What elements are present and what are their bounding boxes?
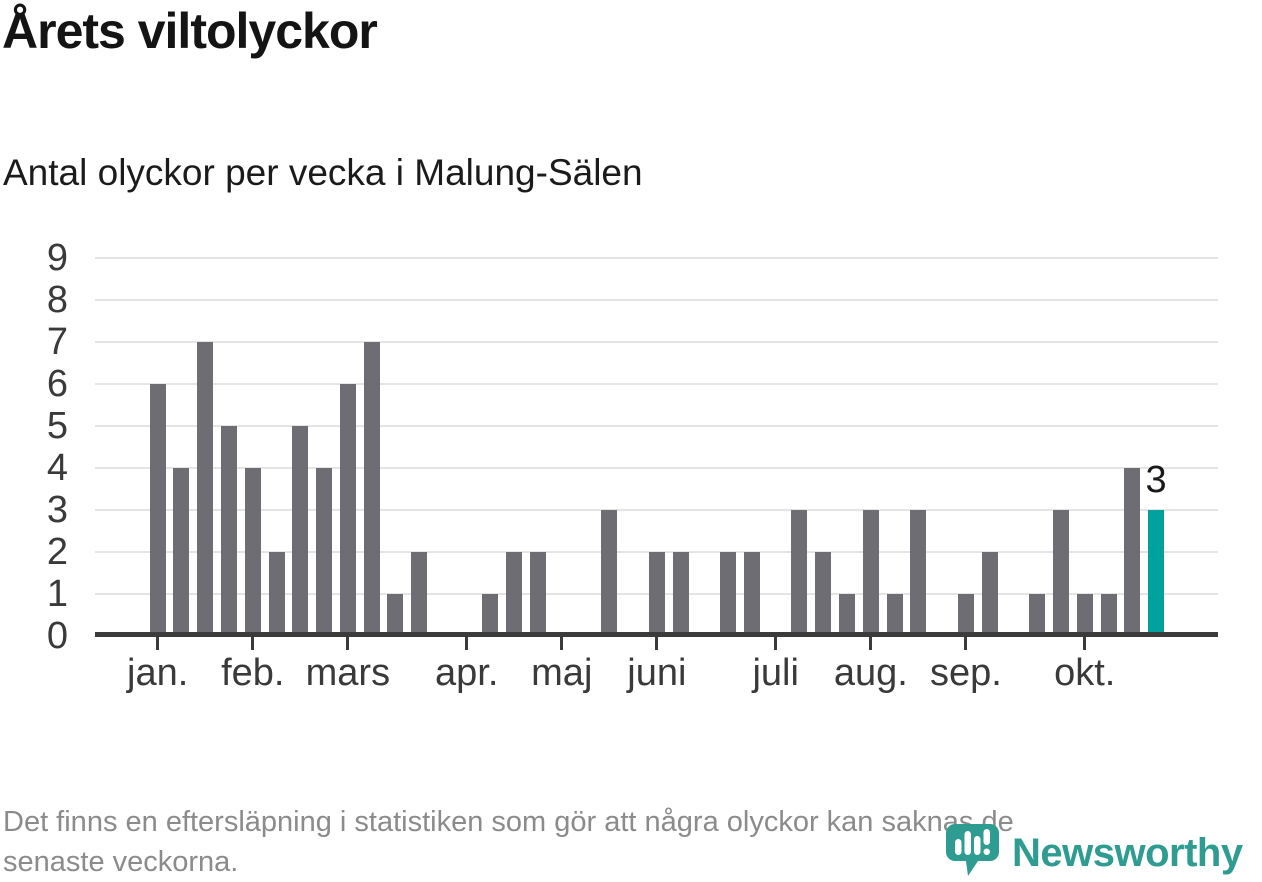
x-axis-tick <box>251 637 255 650</box>
bar <box>1052 509 1069 636</box>
bar <box>197 341 214 636</box>
bar <box>910 509 927 636</box>
x-axis-tick <box>869 637 873 650</box>
bar <box>1100 593 1117 636</box>
x-axis-month-label: juli <box>752 652 799 694</box>
gridline <box>95 508 1218 511</box>
x-axis-month-label: apr. <box>435 652 499 694</box>
bar <box>957 593 974 636</box>
footnote-line-2: senaste veckorna. <box>3 846 239 878</box>
x-axis-tick <box>1083 637 1087 650</box>
x-axis-tick <box>655 637 659 650</box>
x-axis-month-label: juni <box>627 652 687 694</box>
bar <box>1076 593 1093 636</box>
chart-title: Årets viltolyckor <box>2 3 378 59</box>
gridline <box>95 424 1218 427</box>
bar <box>173 467 190 636</box>
bar <box>601 509 618 636</box>
highlight-bar <box>1148 509 1165 636</box>
bar <box>387 593 404 636</box>
x-axis-month-label: feb. <box>221 652 285 694</box>
bar <box>506 551 523 636</box>
bar <box>839 593 856 636</box>
x-axis-tick <box>964 637 968 650</box>
x-axis-month-label: sep. <box>929 652 1002 694</box>
newsworthy-logo-text: Newsworthy <box>1012 831 1243 875</box>
bar <box>149 383 166 636</box>
y-axis-label: 7 <box>46 320 68 363</box>
bar <box>815 551 832 636</box>
bar <box>316 467 333 636</box>
bar <box>411 551 428 636</box>
y-axis-label: 1 <box>46 572 68 615</box>
bar <box>1029 593 1046 636</box>
newsworthy-logo: Newsworthy <box>946 824 1243 877</box>
x-axis-month-label: maj <box>531 652 593 694</box>
x-axis-tick <box>560 637 564 650</box>
gridline <box>95 340 1218 343</box>
y-axis-label: 8 <box>46 278 68 321</box>
y-axis-label: 3 <box>46 488 68 531</box>
y-axis-label: 5 <box>46 404 68 447</box>
x-axis-tick <box>156 637 160 650</box>
bar <box>1124 467 1141 636</box>
newsworthy-chart-bubble-icon <box>946 824 999 876</box>
y-axis-label: 9 <box>46 236 68 279</box>
bar <box>363 341 380 636</box>
bar <box>268 551 285 636</box>
bar <box>720 551 737 636</box>
gridline <box>95 382 1218 385</box>
bar <box>743 551 760 636</box>
x-axis-month-label: aug. <box>833 652 908 694</box>
bar-value-label: 3 <box>1145 458 1167 501</box>
chart-subtitle: Antal olyckor per vecka i Malung-Sälen <box>3 152 643 193</box>
x-axis-month-label: okt. <box>1054 652 1116 694</box>
bar <box>244 467 261 636</box>
gridline <box>95 298 1218 301</box>
bar <box>482 593 499 636</box>
bar <box>981 551 998 636</box>
gridline <box>95 256 1218 259</box>
x-axis-month-label: jan. <box>127 652 189 694</box>
y-axis-label: 0 <box>46 615 68 657</box>
footnote-line-1: Det finns en eftersläpning i statistiken… <box>3 806 1014 838</box>
x-axis-line <box>95 632 1218 637</box>
y-axis-label: 2 <box>46 530 68 573</box>
bar <box>339 383 356 636</box>
bar <box>886 593 903 636</box>
x-axis-tick <box>774 637 778 650</box>
bar <box>648 551 665 636</box>
x-axis-tick <box>465 637 469 650</box>
bar <box>221 425 237 636</box>
x-axis-tick <box>346 637 350 650</box>
bar <box>530 551 547 636</box>
bar <box>862 509 879 636</box>
bar <box>292 425 309 636</box>
y-axis-label: 6 <box>46 362 68 405</box>
bar <box>672 551 689 636</box>
x-axis-month-label: mars <box>305 652 391 694</box>
gridline <box>95 466 1218 469</box>
footnote: Det finns en eftersläpning i statistiken… <box>3 802 1014 882</box>
bar <box>791 509 808 636</box>
y-axis-label: 4 <box>46 446 68 489</box>
